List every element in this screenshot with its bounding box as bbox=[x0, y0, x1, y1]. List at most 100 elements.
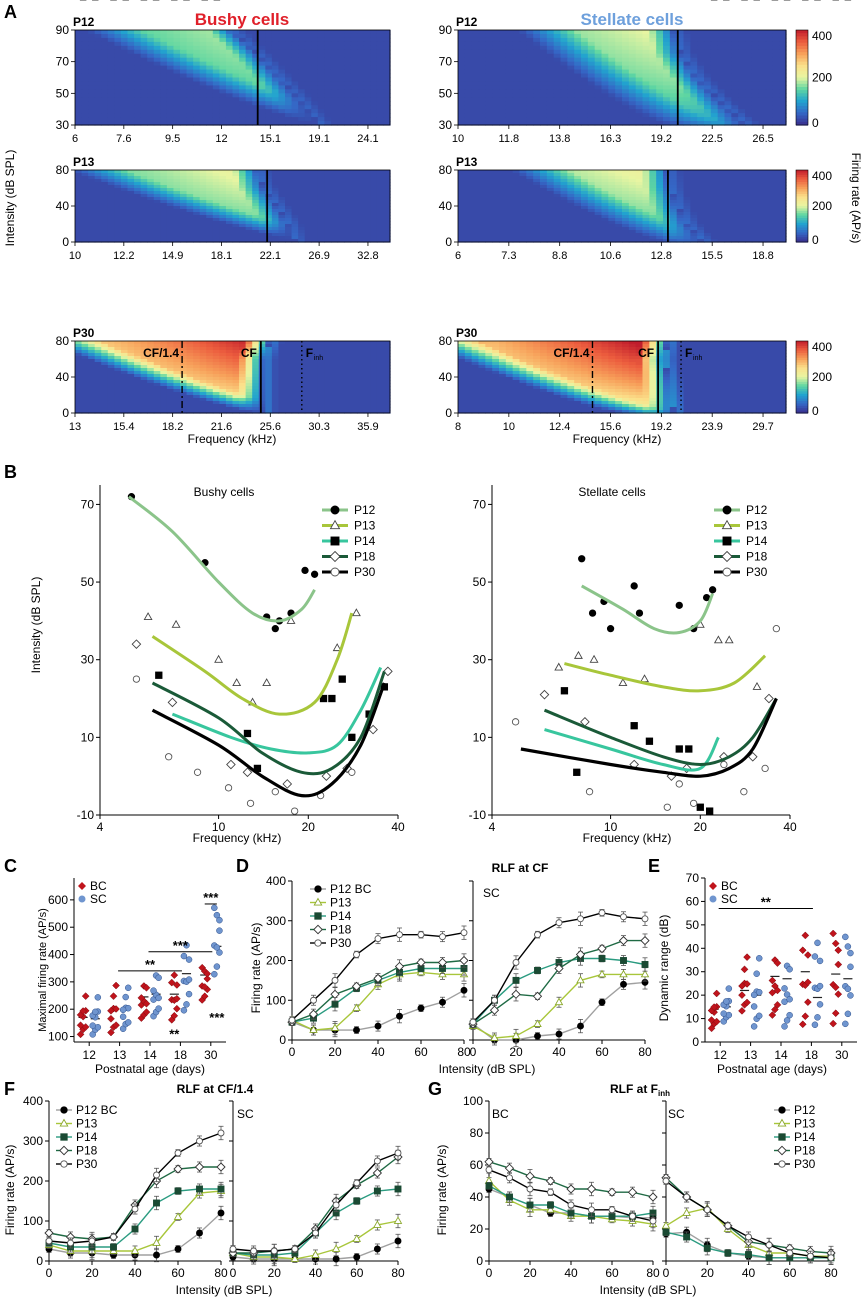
heatmap-cell bbox=[363, 188, 371, 192]
heatmap-cell bbox=[265, 41, 273, 47]
heatmap-cell bbox=[206, 230, 214, 234]
heatmap-cell bbox=[370, 57, 378, 63]
heatmap-cell bbox=[147, 236, 155, 240]
heatmap-cell bbox=[458, 185, 466, 189]
heatmap-cell bbox=[608, 89, 616, 94]
heatmap-cell bbox=[505, 105, 514, 110]
heatmap-cell bbox=[317, 33, 325, 39]
heatmap-cell bbox=[101, 191, 109, 195]
heatmap-cell bbox=[278, 218, 286, 222]
heatmap-cell bbox=[663, 81, 671, 87]
heatmap-cell bbox=[608, 239, 616, 243]
heatmap-cell bbox=[622, 215, 630, 219]
heatmap-cell bbox=[622, 176, 630, 180]
heatmap-cell bbox=[717, 215, 726, 219]
heatmap-cell bbox=[186, 30, 194, 35]
heatmap-cell bbox=[114, 224, 122, 228]
heatmap-cell bbox=[663, 117, 671, 122]
heatmap-cell bbox=[344, 233, 352, 237]
heatmap-cell bbox=[649, 185, 657, 189]
heatmap-cell bbox=[370, 194, 378, 198]
heatmap-cell bbox=[153, 356, 161, 360]
heatmap-cell bbox=[291, 182, 299, 186]
heatmap-cell bbox=[601, 179, 609, 183]
heatmap-cell bbox=[649, 182, 657, 186]
heatmap-cell bbox=[587, 33, 596, 39]
heatmap-cell bbox=[173, 179, 181, 183]
heatmap-cell bbox=[114, 101, 122, 106]
heatmap-cell bbox=[219, 121, 227, 126]
heatmap-cell bbox=[676, 45, 685, 51]
heatmap-cell bbox=[206, 85, 214, 90]
heatmap-cell bbox=[485, 185, 493, 189]
heatmap-cell bbox=[225, 89, 234, 94]
heatmap-cell bbox=[669, 69, 678, 75]
heatmap-cell bbox=[458, 176, 466, 180]
heatmap-cell bbox=[765, 239, 773, 243]
heatmap-cell bbox=[765, 215, 773, 219]
heatmap-cell bbox=[304, 236, 312, 240]
heatmap-cell bbox=[271, 57, 280, 63]
heatmap-cell bbox=[337, 170, 345, 174]
heatmap-cell bbox=[330, 173, 339, 177]
heatmap-cell bbox=[330, 101, 339, 106]
heatmap-cell bbox=[160, 117, 168, 122]
heatmap-cell bbox=[258, 233, 266, 237]
heatmap-cell bbox=[553, 239, 562, 243]
heatmap-cell bbox=[499, 233, 507, 237]
heatmap-cell bbox=[107, 49, 115, 55]
heatmap-cell bbox=[485, 176, 493, 180]
heatmap-cell bbox=[485, 230, 493, 234]
heatmap-cell bbox=[663, 197, 671, 201]
heatmap-cell bbox=[107, 117, 115, 122]
heatmap-cell bbox=[560, 113, 568, 118]
heatmap-cell bbox=[717, 53, 726, 59]
heatmap-cell bbox=[376, 224, 385, 228]
heatmap-cell bbox=[663, 239, 671, 243]
heatmap-cell bbox=[540, 200, 548, 204]
heatmap-cell bbox=[357, 212, 365, 216]
heatmap-cell bbox=[350, 117, 358, 122]
heatmap-cell bbox=[180, 37, 188, 43]
heatmap-cell bbox=[492, 179, 500, 183]
heatmap-cell bbox=[540, 209, 548, 213]
heatmap-cell bbox=[717, 221, 726, 225]
heatmap-cell bbox=[738, 105, 746, 110]
heatmap-cell bbox=[160, 121, 168, 126]
heatmap-cell bbox=[271, 239, 280, 243]
heatmap-cell bbox=[587, 53, 596, 59]
heatmap-cell bbox=[225, 93, 234, 98]
heatmap-cell bbox=[383, 227, 391, 231]
heatmap-cell bbox=[219, 185, 227, 189]
heatmap-cell bbox=[751, 109, 760, 114]
heatmap-cell bbox=[622, 41, 630, 47]
heatmap-cell bbox=[533, 41, 541, 47]
heatmap-cell bbox=[745, 194, 753, 198]
heatmap-cell bbox=[697, 203, 705, 207]
heatmap-cell bbox=[724, 97, 732, 102]
heatmap-cell bbox=[553, 65, 562, 71]
heatmap-cell bbox=[75, 347, 83, 351]
heatmap-cell bbox=[344, 200, 352, 204]
heatmap-cell bbox=[193, 230, 201, 234]
heatmap-cell bbox=[363, 73, 371, 79]
heatmap-cell bbox=[173, 191, 181, 195]
heatmap-cell bbox=[697, 109, 705, 114]
heatmap-cell bbox=[608, 37, 616, 43]
heatmap-cell bbox=[206, 239, 214, 243]
heatmap-cell bbox=[239, 206, 247, 210]
heatmap-cell bbox=[140, 356, 148, 360]
heatmap-cell bbox=[75, 197, 83, 201]
heatmap-cell bbox=[180, 53, 188, 59]
heatmap-cell bbox=[458, 121, 466, 126]
heatmap-cell bbox=[330, 224, 339, 228]
heatmap-cell bbox=[153, 109, 161, 114]
heatmap-cell bbox=[107, 185, 115, 189]
heatmap-cell bbox=[704, 121, 712, 126]
heatmap-cell bbox=[330, 69, 339, 75]
heatmap-cell bbox=[560, 227, 568, 231]
heatmap-cell bbox=[533, 176, 541, 180]
heatmap-cell bbox=[88, 209, 96, 213]
heatmap-cell bbox=[710, 53, 719, 59]
heatmap-cell bbox=[370, 41, 378, 47]
